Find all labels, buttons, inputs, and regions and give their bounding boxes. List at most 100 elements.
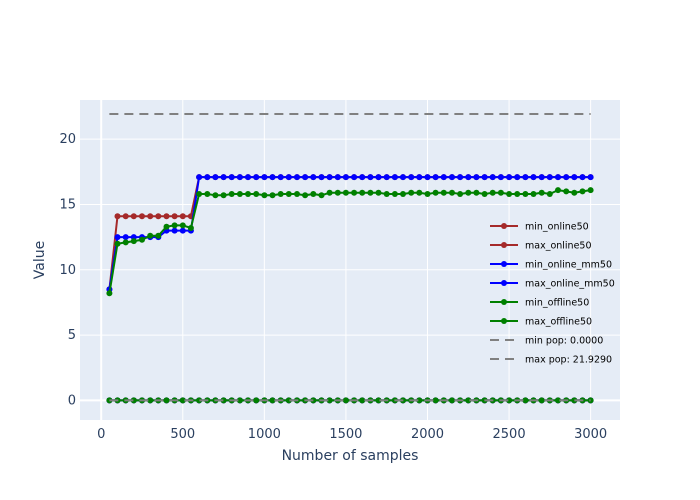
- legend-item[interactable]: max pop: 21.9290: [490, 355, 612, 366]
- data-point: [196, 191, 203, 197]
- legend-item[interactable]: min pop: 0.0000: [490, 336, 603, 347]
- data-point: [481, 191, 488, 197]
- y-tick-label: 20: [59, 132, 76, 147]
- data-point: [440, 189, 447, 196]
- data-point: [432, 189, 439, 196]
- x-tick-label: 0: [97, 427, 105, 442]
- data-point: [514, 174, 521, 181]
- data-point: [514, 191, 521, 197]
- data-point: [587, 174, 594, 181]
- data-point: [147, 397, 154, 404]
- data-point: [383, 174, 390, 181]
- data-point: [122, 239, 129, 246]
- data-point: [375, 174, 382, 181]
- data-point: [139, 236, 145, 243]
- legend-label: min_online_mm50: [525, 260, 612, 271]
- data-point: [522, 191, 529, 197]
- data-point: [465, 174, 472, 181]
- data-point: [179, 213, 186, 220]
- data-point: [285, 191, 292, 197]
- data-point: [130, 397, 137, 404]
- legend-label: max_online_mm50: [525, 279, 615, 290]
- data-point: [302, 192, 309, 199]
- data-point: [122, 234, 129, 241]
- legend-item[interactable]: min_online50: [490, 222, 589, 233]
- data-point: [236, 397, 243, 404]
- data-point: [269, 174, 276, 181]
- x-axis-title: Number of samples: [282, 448, 419, 464]
- legend-item[interactable]: max_online_mm50: [490, 279, 615, 290]
- data-point: [538, 189, 545, 196]
- legend-marker: [501, 299, 507, 305]
- data-point: [204, 191, 211, 197]
- data-point: [416, 397, 423, 404]
- data-point: [489, 189, 496, 196]
- data-point: [106, 290, 113, 297]
- data-point: [449, 174, 455, 181]
- data-point: [204, 174, 211, 181]
- data-point: [497, 189, 504, 196]
- data-point: [179, 227, 186, 234]
- data-point: [391, 174, 398, 181]
- data-point: [196, 174, 203, 181]
- legend-item[interactable]: min_online_mm50: [490, 260, 612, 271]
- data-point: [465, 397, 472, 404]
- legend-item[interactable]: max_offline50: [490, 317, 592, 328]
- data-point: [367, 174, 374, 181]
- data-point: [277, 191, 284, 197]
- data-point: [212, 192, 219, 199]
- data-point: [155, 232, 162, 239]
- data-point: [326, 189, 333, 196]
- data-point: [408, 174, 415, 181]
- data-point: [579, 188, 586, 195]
- data-point: [236, 174, 243, 181]
- x-tick-label: 500: [170, 427, 195, 442]
- data-point: [408, 189, 415, 196]
- data-point: [538, 397, 545, 404]
- data-point: [163, 213, 170, 220]
- data-point: [367, 189, 374, 196]
- data-point: [416, 174, 423, 181]
- data-point: [563, 174, 570, 181]
- data-point: [465, 189, 472, 196]
- data-point: [253, 397, 260, 404]
- data-point: [212, 174, 219, 181]
- data-point: [538, 174, 545, 181]
- data-point: [114, 234, 121, 241]
- data-point: [571, 397, 578, 404]
- data-point: [114, 240, 121, 247]
- legend-marker: [501, 280, 507, 286]
- data-point: [220, 397, 227, 404]
- data-point: [245, 191, 251, 197]
- legend[interactable]: min_online50 max_online50 min_online_mm50m…: [490, 222, 615, 366]
- data-point: [310, 174, 317, 181]
- data-point: [359, 397, 366, 404]
- data-point: [147, 213, 154, 220]
- data-point: [236, 191, 243, 197]
- data-point: [220, 192, 227, 199]
- legend-item[interactable]: max_online50: [490, 241, 592, 252]
- data-point: [563, 188, 570, 195]
- data-point: [359, 189, 366, 196]
- legend-marker: [501, 261, 507, 267]
- data-point: [546, 174, 553, 181]
- data-point: [171, 222, 178, 229]
- data-point: [416, 189, 423, 196]
- legend-marker: [501, 223, 507, 229]
- data-point: [179, 222, 186, 229]
- data-point: [391, 191, 398, 197]
- data-point: [334, 189, 341, 196]
- data-point: [130, 238, 137, 245]
- data-point: [163, 223, 170, 230]
- legend-item[interactable]: min_offline50: [490, 298, 589, 309]
- data-point: [302, 174, 309, 181]
- data-point: [473, 189, 480, 196]
- data-point: [579, 174, 586, 181]
- y-tick-label: 15: [59, 197, 76, 212]
- data-point: [253, 174, 260, 181]
- x-tick-label: 3000: [574, 427, 607, 442]
- data-point: [506, 191, 513, 197]
- data-point: [555, 397, 561, 404]
- y-tick-label: 0: [68, 393, 76, 408]
- data-point: [522, 174, 529, 181]
